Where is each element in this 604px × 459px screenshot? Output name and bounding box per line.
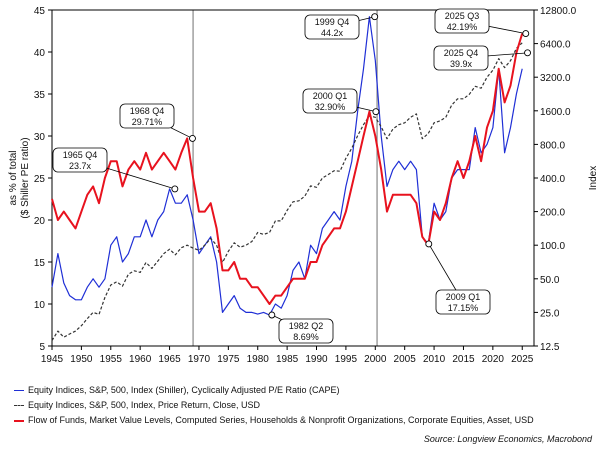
annotation-period-2025-q3: 2025 Q3: [445, 11, 480, 21]
annotation-period-1982-q2: 1982 Q2: [289, 321, 324, 331]
annotation-box-2025-q3: [434, 8, 490, 34]
annotation-value-2009-q1: 17.15%: [448, 303, 479, 313]
left-tick-label-35: 35: [34, 90, 46, 101]
annotation-marker-2009-q1: [425, 240, 433, 248]
annotation-marker-2000-q1: [372, 108, 380, 116]
annotation-marker-2025-q3: [522, 30, 530, 38]
legend-swatch-sp500: [14, 405, 24, 406]
legend-item-flow-of-funds: Flow of Funds, Market Value Levels, Comp…: [14, 413, 534, 428]
x-tick-label-2020: 2020: [482, 354, 505, 365]
x-tick-label-1955: 1955: [100, 354, 123, 365]
legend-label-sp500: Equity Indices, S&P, 500, Index, Price R…: [28, 400, 260, 410]
legend-item-cape: Equity Indices, S&P, 500, Index (Shiller…: [14, 383, 534, 398]
right-tick-label-800.0: 800.0: [540, 140, 565, 151]
left-tick-label-45: 45: [34, 6, 46, 17]
left-axis-title-line-0: as % of total: [8, 150, 19, 205]
x-tick-label-1970: 1970: [188, 354, 211, 365]
annotation-value-1982-q2: 8.69%: [293, 332, 319, 342]
legend-swatch-cape: [14, 390, 24, 391]
cape-line: [51, 16, 523, 316]
x-tick-label-1980: 1980: [247, 354, 270, 365]
annotation-period-1999-q4: 1999 Q4: [315, 17, 350, 27]
source-note: Source: Longview Economics, Macrobond: [423, 434, 592, 444]
annotation-period-2025-q4: 2025 Q4: [444, 48, 479, 58]
legend-label-cape: Equity Indices, S&P, 500, Index (Shiller…: [28, 385, 340, 395]
annotation-period-1965-q4: 1965 Q4: [63, 150, 98, 160]
left-axis-title: as % of total($ Shiller PE ratio): [8, 137, 31, 218]
right-tick-label-3200.0: 3200.0: [540, 73, 571, 84]
x-tick-label-1990: 1990: [305, 354, 328, 365]
left-tick-label-30: 30: [34, 132, 46, 143]
annotation-value-1999-q4: 44.2x: [321, 28, 344, 38]
left-axis-title-line-1: ($ Shiller PE ratio): [20, 137, 31, 218]
x-tick-label-1950: 1950: [70, 354, 93, 365]
annotation-value-1965-q4: 23.7x: [69, 161, 92, 171]
annotation-marker-1982-q2: [268, 311, 276, 319]
x-tick-label-2000: 2000: [364, 354, 387, 365]
x-tick-label-1975: 1975: [217, 354, 240, 365]
x-tick-label-1945: 1945: [41, 354, 64, 365]
annotation-period-2009-q1: 2009 Q1: [446, 292, 481, 302]
annotation-period-2000-q1: 2000 Q1: [313, 91, 348, 101]
right-axis-title: Index: [588, 166, 599, 190]
annotation-value-2025-q3: 42.19%: [447, 22, 478, 32]
right-tick-label-50.0: 50.0: [540, 275, 560, 286]
annotation-value-1968-q4: 29.71%: [132, 117, 163, 127]
left-tick-label-25: 25: [34, 174, 46, 185]
right-tick-label-6400.0: 6400.0: [540, 40, 571, 51]
right-tick-label-12.5: 12.5: [540, 342, 560, 353]
annotation-period-1968-q4: 1968 Q4: [130, 106, 165, 116]
right-tick-label-1600.0: 1600.0: [540, 107, 571, 118]
annotation-box-2009-q1: [435, 289, 491, 315]
annotation-value-2000-q1: 32.90%: [315, 102, 346, 112]
flow-of-funds-line: [51, 33, 524, 305]
annotation-marker-1999-q4: [371, 13, 379, 21]
sp500-line: [51, 42, 523, 341]
annotation-box-2000-q1: [302, 88, 358, 114]
annotation-box-1999-q4: [304, 14, 360, 40]
x-tick-label-1960: 1960: [129, 354, 152, 365]
x-tick-label-1965: 1965: [158, 354, 181, 365]
x-tick-label-1995: 1995: [335, 354, 358, 365]
annotation-value-2025-q4: 39.9x: [450, 59, 473, 69]
left-tick-label-5: 5: [39, 342, 45, 353]
annotation-marker-2025-q4: [524, 49, 531, 57]
annotation-marker-1968-q4: [189, 134, 196, 142]
right-tick-label-100.0: 100.0: [540, 241, 565, 252]
legend-swatch-flow-of-funds: [14, 419, 24, 422]
annotation-marker-1965-q4: [171, 185, 179, 193]
x-tick-label-2025: 2025: [511, 354, 534, 365]
annotation-box-1968-q4: [119, 103, 175, 129]
left-tick-label-10: 10: [34, 300, 46, 311]
annotation-box-1982-q2: [278, 318, 334, 344]
x-tick-label-2005: 2005: [394, 354, 417, 365]
right-tick-label-200.0: 200.0: [540, 208, 565, 219]
x-tick-label-2015: 2015: [452, 354, 475, 365]
legend-label-flow-of-funds: Flow of Funds, Market Value Levels, Comp…: [28, 415, 534, 425]
left-tick-label-15: 15: [34, 258, 46, 269]
right-tick-label-400.0: 400.0: [540, 174, 565, 185]
left-tick-label-20: 20: [34, 216, 46, 227]
annotation-box-2025-q4: [433, 45, 489, 71]
right-tick-label-25.0: 25.0: [540, 308, 560, 319]
right-tick-label-12800.0: 12800.0: [540, 6, 577, 17]
annotation-box-1965-q4: [52, 147, 108, 173]
x-tick-label-2010: 2010: [423, 354, 446, 365]
legend: Equity Indices, S&P, 500, Index (Shiller…: [14, 383, 534, 428]
legend-item-sp500: Equity Indices, S&P, 500, Index, Price R…: [14, 398, 534, 413]
x-tick-label-1985: 1985: [276, 354, 299, 365]
left-tick-label-40: 40: [34, 48, 46, 59]
